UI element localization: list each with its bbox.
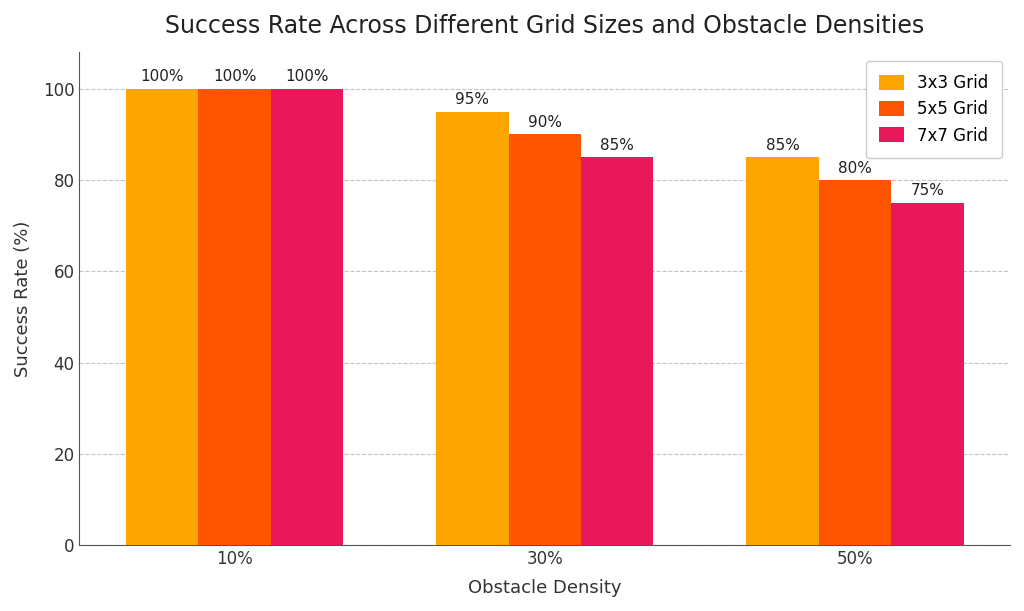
Bar <box>746 157 819 545</box>
Text: 85%: 85% <box>766 137 800 153</box>
Bar <box>819 180 891 545</box>
Text: 95%: 95% <box>456 92 489 107</box>
X-axis label: Obstacle Density: Obstacle Density <box>468 579 622 597</box>
Bar <box>436 112 509 545</box>
Legend: 3x3 Grid, 5x5 Grid, 7x7 Grid: 3x3 Grid, 5x5 Grid, 7x7 Grid <box>865 60 1001 158</box>
Text: 100%: 100% <box>286 69 329 84</box>
Bar <box>509 134 581 545</box>
Title: Success Rate Across Different Grid Sizes and Obstacle Densities: Success Rate Across Different Grid Sizes… <box>165 14 925 38</box>
Bar <box>199 89 270 545</box>
Bar <box>270 89 343 545</box>
Text: 100%: 100% <box>140 69 184 84</box>
Text: 100%: 100% <box>213 69 256 84</box>
Bar <box>126 89 199 545</box>
Bar <box>581 157 653 545</box>
Text: 90%: 90% <box>527 115 562 130</box>
Text: 75%: 75% <box>910 183 944 199</box>
Bar <box>891 203 964 545</box>
Text: 85%: 85% <box>600 137 634 153</box>
Y-axis label: Success Rate (%): Success Rate (%) <box>14 221 32 377</box>
Text: 80%: 80% <box>838 161 872 175</box>
